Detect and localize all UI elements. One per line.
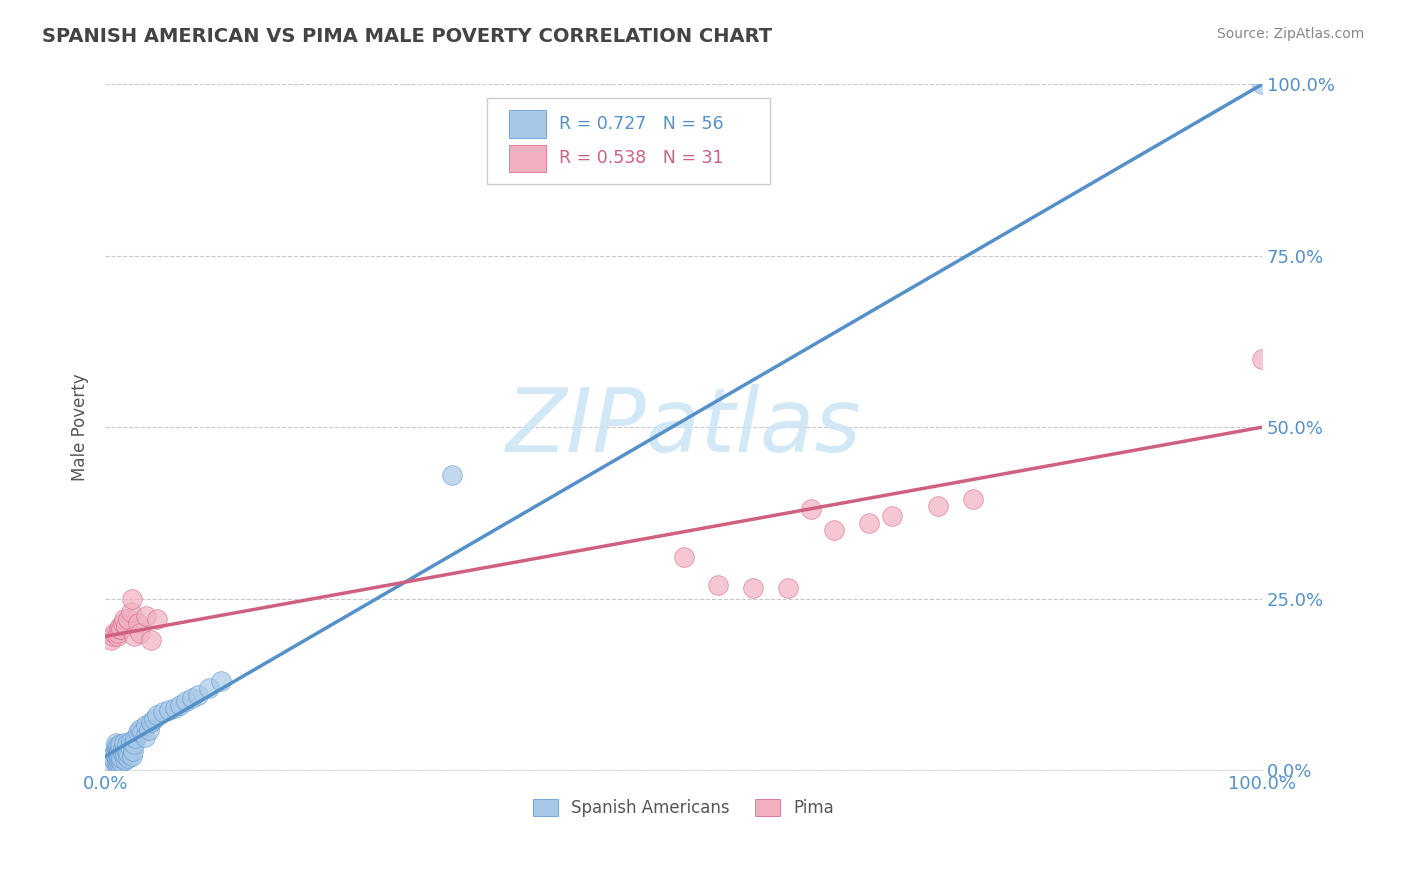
Point bbox=[142, 712, 165, 726]
Point bbox=[112, 735, 135, 749]
Point bbox=[962, 492, 984, 507]
Point bbox=[152, 705, 174, 719]
Point bbox=[141, 714, 163, 729]
Point bbox=[120, 734, 142, 748]
Point bbox=[104, 739, 127, 753]
Point bbox=[103, 749, 125, 764]
Point bbox=[108, 756, 131, 771]
Point bbox=[776, 582, 799, 596]
Point bbox=[105, 755, 128, 769]
Point bbox=[121, 591, 143, 606]
Point bbox=[108, 753, 131, 767]
Point bbox=[111, 741, 134, 756]
Point bbox=[135, 718, 157, 732]
Point bbox=[127, 725, 149, 739]
FancyBboxPatch shape bbox=[509, 111, 546, 138]
Point bbox=[134, 730, 156, 744]
Point bbox=[174, 694, 197, 708]
Point bbox=[209, 673, 232, 688]
Point bbox=[115, 619, 138, 633]
Point bbox=[131, 725, 153, 739]
FancyBboxPatch shape bbox=[509, 145, 546, 172]
Text: R = 0.538   N = 31: R = 0.538 N = 31 bbox=[558, 150, 723, 168]
Point bbox=[110, 619, 132, 633]
Point bbox=[110, 750, 132, 764]
Text: R = 0.727   N = 56: R = 0.727 N = 56 bbox=[558, 115, 723, 133]
Point bbox=[441, 468, 464, 483]
Point bbox=[129, 626, 152, 640]
Text: ZIPatlas: ZIPatlas bbox=[506, 384, 862, 470]
Point bbox=[1251, 351, 1274, 366]
Point bbox=[120, 605, 142, 619]
Point bbox=[124, 731, 146, 746]
Point bbox=[122, 629, 145, 643]
Point bbox=[114, 753, 136, 767]
FancyBboxPatch shape bbox=[486, 98, 770, 184]
Point bbox=[107, 626, 129, 640]
Point bbox=[103, 629, 125, 643]
Point bbox=[163, 701, 186, 715]
Point bbox=[107, 744, 129, 758]
Point bbox=[100, 756, 122, 771]
Point bbox=[111, 746, 134, 760]
Point bbox=[138, 723, 160, 738]
Point bbox=[129, 722, 152, 736]
Point bbox=[104, 742, 127, 756]
Y-axis label: Male Poverty: Male Poverty bbox=[72, 374, 89, 481]
Point bbox=[157, 703, 180, 717]
Point bbox=[127, 615, 149, 630]
Point bbox=[110, 740, 132, 755]
Point bbox=[115, 742, 138, 756]
Point bbox=[823, 523, 845, 537]
Text: SPANISH AMERICAN VS PIMA MALE POVERTY CORRELATION CHART: SPANISH AMERICAN VS PIMA MALE POVERTY CO… bbox=[42, 27, 772, 45]
Point bbox=[118, 740, 141, 755]
Point bbox=[105, 750, 128, 764]
Point bbox=[135, 608, 157, 623]
Point bbox=[117, 750, 139, 764]
Point bbox=[742, 582, 765, 596]
Point bbox=[105, 629, 128, 643]
Point bbox=[110, 737, 132, 751]
Point bbox=[107, 747, 129, 762]
Legend: Spanish Americans, Pima: Spanish Americans, Pima bbox=[526, 792, 841, 823]
Point bbox=[800, 502, 823, 516]
Point bbox=[108, 749, 131, 764]
Point bbox=[146, 708, 169, 723]
Point bbox=[108, 623, 131, 637]
Point bbox=[672, 550, 695, 565]
Point bbox=[927, 499, 949, 513]
Point bbox=[103, 626, 125, 640]
Point bbox=[108, 744, 131, 758]
Point bbox=[111, 615, 134, 630]
Point bbox=[112, 612, 135, 626]
Point bbox=[100, 632, 122, 647]
Point bbox=[198, 681, 221, 695]
Point bbox=[122, 744, 145, 758]
Point bbox=[115, 737, 138, 751]
Point bbox=[117, 612, 139, 626]
Point bbox=[187, 688, 209, 702]
Point bbox=[103, 746, 125, 760]
Point bbox=[121, 749, 143, 764]
Point bbox=[104, 735, 127, 749]
Point bbox=[880, 509, 903, 524]
Point bbox=[707, 578, 730, 592]
Point bbox=[122, 737, 145, 751]
Point bbox=[181, 691, 204, 706]
Point bbox=[110, 755, 132, 769]
Point bbox=[105, 757, 128, 772]
Point bbox=[110, 623, 132, 637]
Text: Source: ZipAtlas.com: Source: ZipAtlas.com bbox=[1216, 27, 1364, 41]
Point bbox=[117, 746, 139, 760]
Point bbox=[107, 739, 129, 753]
Point bbox=[141, 632, 163, 647]
Point bbox=[114, 747, 136, 762]
Point bbox=[103, 753, 125, 767]
Point bbox=[169, 698, 191, 712]
Point bbox=[146, 612, 169, 626]
Point bbox=[1251, 78, 1274, 92]
Point bbox=[858, 516, 880, 531]
